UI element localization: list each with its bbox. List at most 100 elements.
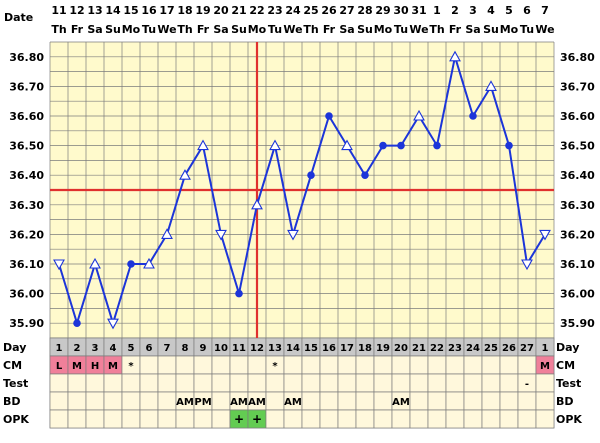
- row-cell: [211, 409, 231, 429]
- temperature-point: [269, 139, 281, 151]
- row-cell: [67, 373, 87, 393]
- row-label-left: OPK: [3, 413, 29, 426]
- row-cell: [517, 391, 537, 411]
- weekday-label: Th: [51, 23, 66, 36]
- date-label: 25: [303, 4, 318, 17]
- row-cell: [391, 409, 411, 429]
- row-label-right: CM: [556, 359, 575, 372]
- row-cell: [373, 409, 393, 429]
- row-cell: [373, 373, 393, 393]
- row-cell: [211, 355, 231, 375]
- y-tick-label-right: 36.00: [560, 288, 595, 301]
- row-cell-text: 27: [520, 343, 534, 354]
- temperature-point: [287, 229, 299, 241]
- row-cell: [265, 409, 285, 429]
- y-tick-label-left: 36.50: [9, 140, 44, 153]
- row-cell: [427, 391, 447, 411]
- temperature-point: [127, 260, 135, 268]
- row-cell: [319, 355, 339, 375]
- row-cell: [193, 373, 213, 393]
- weekday-label: Th: [177, 23, 192, 36]
- date-label: 14: [105, 4, 121, 17]
- row-cell: [535, 409, 555, 429]
- row-cell: [427, 373, 447, 393]
- data-rows: 1 2 3 4 5 6 7 8 9 10 11 12 13 14 15 16 17 18 19 20 21 22 23 24 2…: [3, 337, 582, 429]
- row-cell: [229, 373, 249, 393]
- weekday-label: Fr: [323, 23, 336, 36]
- row-cell-text: PM: [194, 397, 211, 408]
- row-cell-text: 3: [92, 343, 99, 354]
- temperature-point: [251, 198, 263, 210]
- date-label: 23: [267, 4, 282, 17]
- row-cell: [391, 355, 411, 375]
- weekday-label: Tu: [268, 23, 282, 36]
- row-cell: [229, 355, 249, 375]
- y-tick-label-right: 35.90: [560, 317, 595, 330]
- y-tick-label-left: 36.80: [9, 51, 44, 64]
- weekday-label: Su: [483, 23, 499, 36]
- y-tick-label-right: 36.80: [560, 51, 595, 64]
- row-cell-text: 23: [448, 343, 462, 354]
- row-cell-text: 7: [164, 343, 171, 354]
- row-cell-text: 18: [358, 343, 372, 354]
- row-cell-text: 9: [200, 343, 207, 354]
- row-cell: [85, 409, 105, 429]
- temperature-point: [107, 318, 119, 330]
- date-label: 17: [159, 4, 174, 17]
- row-cell-text: AM: [392, 397, 410, 408]
- date-label: 27: [339, 4, 354, 17]
- date-label: 29: [375, 4, 390, 17]
- row-cell: [175, 373, 195, 393]
- weekday-label: Tu: [394, 23, 408, 36]
- weekday-label: Sa: [213, 23, 228, 36]
- row-cell: [427, 409, 447, 429]
- row-cell-text: 4: [110, 343, 117, 354]
- row-cell-text: 26: [502, 343, 516, 354]
- row-cell-text: 20: [394, 343, 408, 354]
- row-cell-text: M: [540, 361, 550, 372]
- y-tick-label-left: 36.60: [9, 110, 44, 123]
- date-label: 19: [195, 4, 210, 17]
- weekday-label: Tu: [520, 23, 534, 36]
- row-cell: [427, 355, 447, 375]
- temperature-point: [485, 80, 497, 91]
- date-label: 20: [213, 4, 229, 17]
- row-cell: [175, 409, 195, 429]
- weekday-label: Th: [429, 23, 444, 36]
- row-cell-text: -: [525, 379, 529, 390]
- weekday-label: We: [157, 23, 176, 36]
- row-label-left: Day: [3, 341, 26, 354]
- row-cell: [319, 391, 339, 411]
- temperature-point: [505, 141, 513, 150]
- temperature-point: [53, 259, 65, 271]
- weekday-label: We: [535, 23, 554, 36]
- row-cell: [355, 373, 375, 393]
- row-cell-text: 1: [56, 343, 63, 354]
- row-cell: [337, 355, 357, 375]
- row-cell: [337, 391, 357, 411]
- row-cell: [301, 409, 321, 429]
- row-cell-text: 19: [376, 343, 390, 354]
- row-cell: [445, 373, 465, 393]
- row-cell: [499, 391, 519, 411]
- row-cell: [319, 409, 339, 429]
- row-cell: [103, 391, 123, 411]
- row-cell-text: AM: [284, 397, 302, 408]
- date-label: 15: [123, 4, 138, 17]
- row-label-right: OPK: [556, 413, 582, 426]
- temperature-point: [341, 139, 353, 151]
- row-cell: [49, 391, 69, 411]
- y-tick-label-right: 36.10: [560, 258, 595, 271]
- row-cell-text: 11: [232, 343, 246, 354]
- row-cell-text: +: [234, 412, 244, 426]
- row-cell: [157, 355, 177, 375]
- row-cell: [481, 391, 501, 411]
- row-cell: [301, 355, 321, 375]
- row-cell-text: AM: [230, 397, 248, 408]
- temperature-point: [521, 259, 533, 271]
- row-cell: [337, 373, 357, 393]
- row-cell: [247, 355, 267, 375]
- row-cell: [337, 409, 357, 429]
- row-cell: [535, 391, 555, 411]
